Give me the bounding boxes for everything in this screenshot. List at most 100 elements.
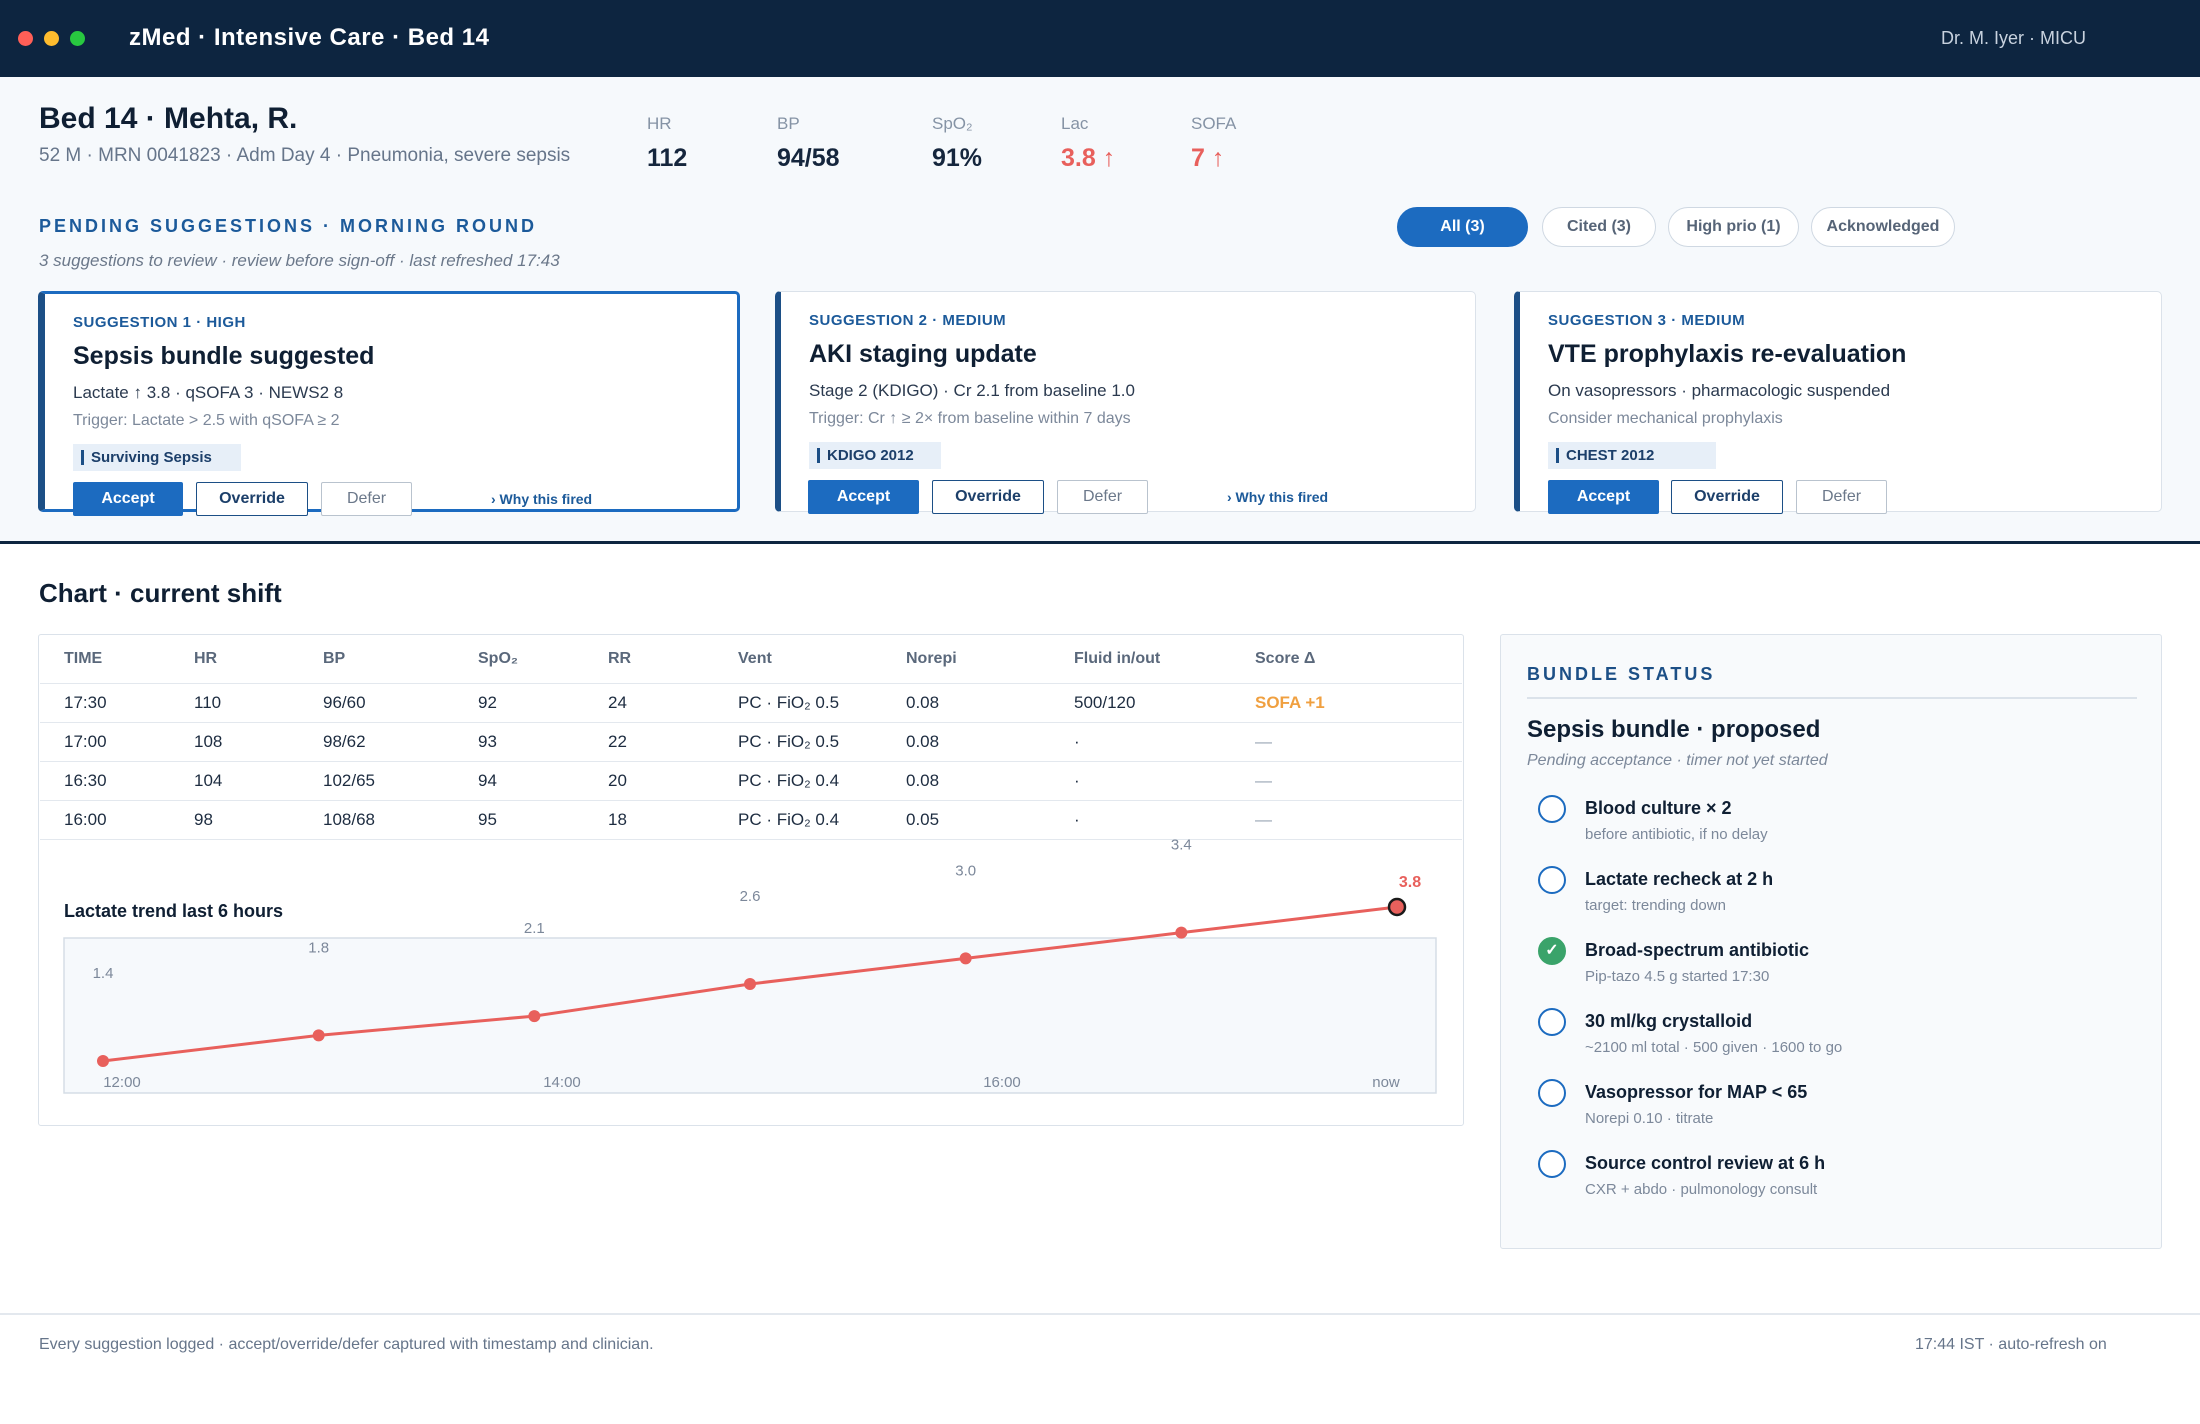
table-cell: 108/68 [323,810,375,829]
table-cell: SOFA +1 [1255,693,1325,712]
col-header-norepi[interactable]: Norepi [906,650,957,667]
empty-circle-icon[interactable] [1538,1079,1566,1107]
bundle-item-label: Vasopressor for MAP < 65 [1585,1082,1808,1102]
close-window-button[interactable] [18,31,33,46]
vital-bp: BP 94/58 [777,114,840,173]
bundle-item-detail: before antibiotic, if no delay [1585,826,1768,843]
vital-value: 91% [932,144,983,172]
table-row[interactable] [40,683,1462,722]
empty-circle-icon[interactable] [1538,1008,1566,1036]
col-header-hr[interactable]: HR [194,650,218,667]
table-cell: 24 [608,693,627,712]
footer-rule [0,1313,2200,1315]
table-cell: 0.08 [906,732,940,751]
footer-status: 17:44 IST · auto-refresh on [1915,1336,2107,1353]
empty-circle-icon[interactable] [1538,1150,1566,1178]
vital-hr: HR 112 [647,114,687,173]
guideline-badge[interactable]: Surviving Sepsis [73,444,241,471]
suggestion-card-sepsis[interactable]: SUGGESTION 1 · HIGH Sepsis bundle sugges… [38,291,740,516]
table-row[interactable] [40,800,1462,839]
table-cell: 110 [194,693,222,712]
minimize-window-button[interactable] [44,31,59,46]
bundle-status-panel [1500,634,2162,1249]
check-circle-icon[interactable]: ✓ [1538,937,1566,965]
vital-label: Lac [1061,114,1089,133]
empty-circle-icon[interactable] [1538,795,1566,823]
table-cell: 96/60 [323,693,366,712]
bundle-rule [1527,697,2137,699]
table-cell: 18 [608,810,627,829]
card-detail: On vasopressors · pharmacologic suspende… [1548,381,1891,400]
vital-label: SpO₂ [932,114,973,133]
chart-title: Chart · current shift [39,578,282,608]
guideline-badge[interactable]: KDIGO 2012 [809,442,941,469]
vital-label: SOFA [1191,114,1237,133]
card-trigger: Trigger: Cr ↑ ≥ 2× from baseline within … [809,410,1131,427]
empty-circle-icon[interactable] [1538,866,1566,894]
table-cell: PC · FiO₂ 0.5 [738,693,840,712]
lactate-chart-title: Lactate trend last 6 hours [64,901,284,921]
card-title: AKI staging update [809,340,1037,368]
vital-value: 3.8 ↑ [1061,144,1116,172]
vital-lactate: Lac 3.8 ↑ [1061,114,1115,173]
col-header-fluid[interactable]: Fluid in/out [1074,650,1161,667]
card-tag: SUGGESTION 1 · HIGH [73,314,246,331]
bundle-item-label: Source control review at 6 h [1585,1153,1826,1173]
app-title: zMed · Intensive Care · Bed 14 [129,24,490,51]
card-title: VTE prophylaxis re-evaluation [1548,340,1907,368]
footer-note: Every suggestion logged · accept/overrid… [39,1336,654,1353]
col-header-time[interactable]: TIME [64,650,103,667]
why-this-fired-link[interactable]: › Why this fired [491,491,593,507]
table-cell: 95 [478,810,497,829]
filter-cited[interactable]: Cited (3) [1542,207,1656,247]
filter-all[interactable]: All (3) [1397,207,1528,247]
suggestions-title: PENDING SUGGESTIONS · MORNING ROUND [39,216,538,236]
defer-button[interactable]: Defer [321,482,412,516]
table-cell: 0.08 [906,693,940,712]
table-cell: 102/65 [323,771,375,790]
col-header-score[interactable]: Score Δ [1255,650,1316,667]
col-header-rr[interactable]: RR [608,650,632,667]
table-cell: 108 [194,732,223,751]
table-cell: — [1255,810,1272,829]
accept-button[interactable]: Accept [73,482,183,516]
accept-button[interactable]: Accept [808,480,919,514]
override-button[interactable]: Override [932,480,1044,514]
why-this-fired-link[interactable]: › Why this fired [1227,489,1329,505]
col-header-vent[interactable]: Vent [738,650,772,667]
title-bar: zMed · Intensive Care · Bed 14 Dr. M. Iy… [0,0,2200,77]
defer-button[interactable]: Defer [1796,480,1887,514]
maximize-window-button[interactable] [70,31,85,46]
table-cell: 93 [478,732,497,751]
suggestion-card-vte[interactable]: SUGGESTION 3 · MEDIUM VTE prophylaxis re… [1514,291,2162,514]
table-cell: 20 [608,771,627,790]
table-cell: 98/62 [323,732,366,751]
table-cell: 94 [478,771,497,790]
override-button[interactable]: Override [196,482,308,516]
col-header-spo2[interactable]: SpO₂ [478,650,518,667]
bundle-subtitle: Pending acceptance · timer not yet start… [1527,752,1828,769]
table-cell: — [1255,732,1272,751]
col-header-bp[interactable]: BP [323,650,346,667]
bundle-item-detail: Pip-tazo 4.5 g started 17:30 [1585,968,1770,985]
card-detail: Stage 2 (KDIGO) · Cr 2.1 from baseline 1… [809,381,1135,400]
bundle-header: BUNDLE STATUS [1527,664,1716,684]
accept-button[interactable]: Accept [1548,480,1659,514]
card-title: Sepsis bundle suggested [73,342,375,370]
card-trigger: Trigger: Lactate > 2.5 with qSOFA ≥ 2 [73,412,340,429]
table-cell: 16:00 [64,810,107,829]
defer-button[interactable]: Defer [1057,480,1148,514]
vital-label: HR [647,114,672,133]
filter-acknowledged[interactable]: Acknowledged [1811,207,1955,247]
suggestion-card-aki[interactable]: SUGGESTION 2 · MEDIUM AKI staging update… [775,291,1476,514]
guideline-badge[interactable]: CHEST 2012 [1548,442,1716,469]
table-cell: 92 [478,693,497,712]
table-cell: PC · FiO₂ 0.4 [738,810,840,829]
table-row[interactable] [40,761,1462,800]
vital-spo2: SpO₂ 91% [932,114,982,173]
table-row[interactable] [40,722,1462,761]
user-label[interactable]: Dr. M. Iyer · MICU [1941,28,2086,48]
card-detail: Lactate ↑ 3.8 · qSOFA 3 · NEWS2 8 [73,383,344,402]
override-button[interactable]: Override [1671,480,1783,514]
filter-high-prio[interactable]: High prio (1) [1668,207,1799,247]
